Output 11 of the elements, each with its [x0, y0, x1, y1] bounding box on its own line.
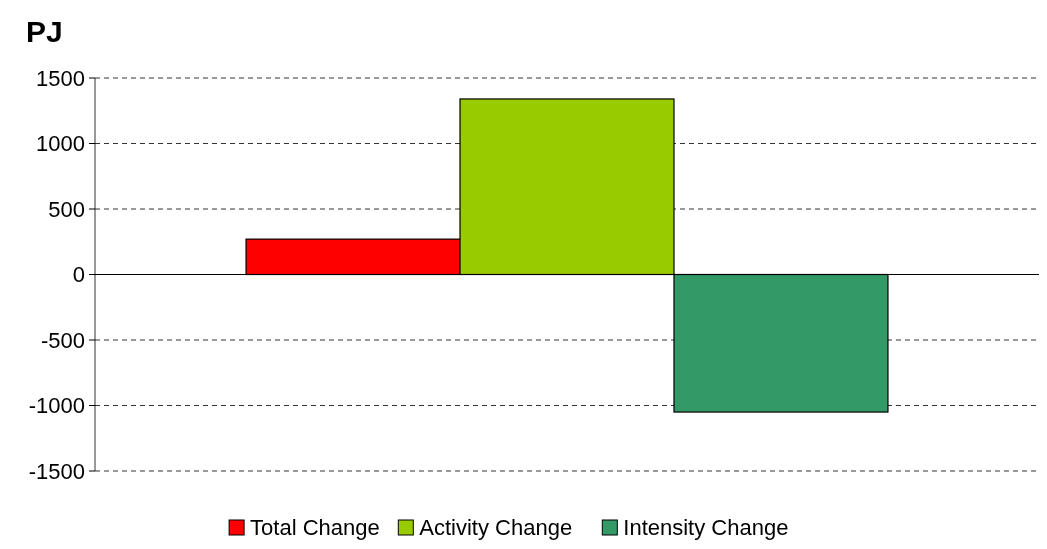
- y-tick-label: -1500: [28, 458, 85, 484]
- legend-label: Total Change: [250, 515, 380, 540]
- y-tick-label: 1500: [36, 65, 85, 91]
- y-tick-label: 0: [72, 262, 85, 288]
- y-tick-label: 500: [48, 196, 85, 222]
- y-tick-label: -500: [40, 327, 85, 353]
- y-tick-label: 1000: [36, 131, 85, 157]
- y-axis-title: PJ: [26, 15, 63, 48]
- legend-label: Activity Change: [419, 515, 573, 540]
- legend-label: Intensity Change: [623, 515, 789, 540]
- y-tick-label: -1000: [28, 393, 85, 419]
